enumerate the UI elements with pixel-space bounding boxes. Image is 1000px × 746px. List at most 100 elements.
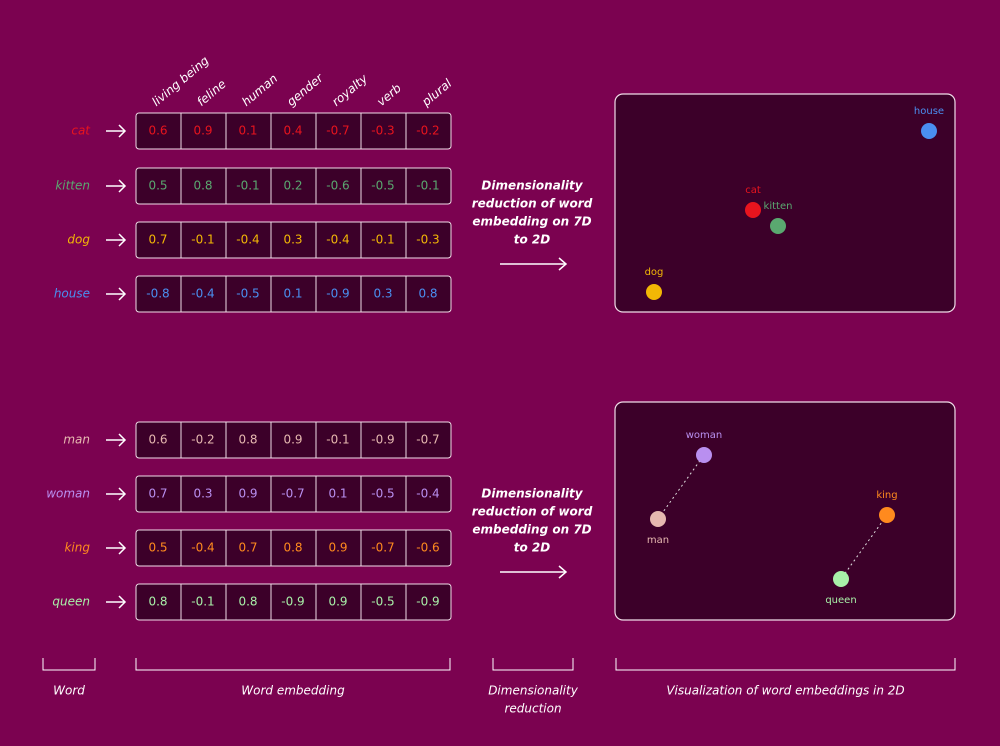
embedding-value: -0.6 — [416, 541, 439, 555]
process-text: embedding on 7D — [472, 523, 591, 537]
embedding-value: 0.2 — [283, 179, 302, 193]
embedding-value: 0.8 — [238, 433, 257, 447]
embedding-value: -0.7 — [416, 433, 439, 447]
point-label: woman — [686, 430, 723, 441]
word-label: woman — [46, 487, 90, 501]
embedding-value: -0.9 — [416, 595, 439, 609]
process-text: Dimensionality — [481, 179, 583, 193]
embedding-value: 0.6 — [148, 433, 167, 447]
word-label: kitten — [55, 179, 90, 193]
embedding-value: -0.4 — [236, 233, 259, 247]
embedding-value: 0.1 — [328, 487, 347, 501]
embedding-value: 0.8 — [148, 595, 167, 609]
embedding-value: 0.9 — [328, 541, 347, 555]
point-label: queen — [825, 595, 856, 606]
embedding-value: 0.1 — [238, 124, 257, 138]
embedding-value: -0.5 — [371, 487, 394, 501]
embedding-value: 0.5 — [148, 179, 167, 193]
point — [833, 571, 849, 587]
arrow-head — [118, 233, 127, 247]
point — [770, 218, 786, 234]
word-label: king — [64, 541, 90, 555]
embedding-value: -0.1 — [416, 179, 439, 193]
embedding-value: -0.9 — [281, 595, 304, 609]
arrow-head — [118, 541, 127, 555]
bracket — [615, 658, 956, 671]
embedding-row — [135, 421, 452, 459]
embedding-value: 0.3 — [373, 287, 392, 301]
embedding-value: -0.9 — [326, 287, 349, 301]
process-text: to 2D — [514, 233, 551, 247]
word-label: house — [54, 287, 90, 301]
embedding-value: 0.6 — [148, 124, 167, 138]
arrow-head — [118, 287, 127, 301]
embedding-value: 0.7 — [238, 541, 257, 555]
embedding-value: 0.8 — [238, 595, 257, 609]
point-label: man — [647, 535, 669, 546]
bracket — [492, 658, 574, 671]
process-text: Dimensionality — [481, 487, 583, 501]
word-label: queen — [52, 595, 90, 609]
point — [646, 284, 662, 300]
embedding-value: 0.9 — [193, 124, 212, 138]
embedding-value: -0.2 — [416, 124, 439, 138]
embedding-row — [135, 275, 452, 313]
embedding-value: 0.1 — [283, 287, 302, 301]
embedding-row — [135, 529, 452, 567]
embedding-value: 0.7 — [148, 487, 167, 501]
embedding-value: 0.9 — [328, 595, 347, 609]
process-text: reduction of word — [472, 505, 593, 519]
embedding-value: 0.8 — [193, 179, 212, 193]
word-label: cat — [71, 124, 91, 138]
embedding-value: -0.7 — [371, 541, 394, 555]
embedding-value: -0.4 — [326, 233, 349, 247]
embedding-value: 0.9 — [238, 487, 257, 501]
arrow-head — [118, 124, 127, 138]
plot-box — [614, 93, 956, 313]
embedding-value: -0.7 — [326, 124, 349, 138]
embedding-value: 0.7 — [148, 233, 167, 247]
point-label: house — [914, 106, 944, 117]
point — [921, 123, 937, 139]
point — [650, 511, 666, 527]
embedding-value: -0.1 — [236, 179, 259, 193]
embedding-value: 0.8 — [418, 287, 437, 301]
embedding-value: -0.5 — [371, 179, 394, 193]
embedding-value: -0.5 — [236, 287, 259, 301]
point — [745, 202, 761, 218]
embedding-row — [135, 221, 452, 259]
embedding-value: -0.1 — [326, 433, 349, 447]
point — [879, 507, 895, 523]
footer-label: reduction — [504, 702, 561, 716]
embedding-value: 0.3 — [283, 233, 302, 247]
embedding-value: -0.1 — [191, 595, 214, 609]
embedding-row — [135, 583, 452, 621]
embedding-value: -0.7 — [281, 487, 304, 501]
footer-label: Dimensionality — [488, 684, 579, 698]
embedding-value: 0.5 — [148, 541, 167, 555]
word-label: dog — [67, 233, 90, 247]
footer-label: Word — [53, 684, 85, 698]
embedding-value: -0.4 — [416, 487, 439, 501]
process-arrow-head — [558, 257, 568, 271]
arrow-head — [118, 595, 127, 609]
footer-label: Visualization of word embeddings in 2D — [666, 684, 904, 698]
analogy-link — [840, 514, 888, 580]
process-arrow-head — [558, 565, 568, 579]
embedding-value: -0.1 — [371, 233, 394, 247]
embedding-value: 0.3 — [193, 487, 212, 501]
process-text: reduction of word — [472, 197, 593, 211]
point-label: dog — [645, 267, 664, 278]
embedding-value: -0.2 — [191, 433, 214, 447]
point-label: cat — [745, 185, 761, 196]
embedding-value: -0.1 — [191, 233, 214, 247]
embedding-value: -0.3 — [371, 124, 394, 138]
embedding-row — [135, 167, 452, 205]
word-label: man — [63, 433, 90, 447]
embedding-value: -0.6 — [326, 179, 349, 193]
point-label: kitten — [764, 201, 793, 212]
bracket — [135, 658, 451, 671]
footer-label: Word embedding — [241, 684, 345, 698]
arrow-head — [118, 487, 127, 501]
embedding-value: 0.4 — [283, 124, 302, 138]
